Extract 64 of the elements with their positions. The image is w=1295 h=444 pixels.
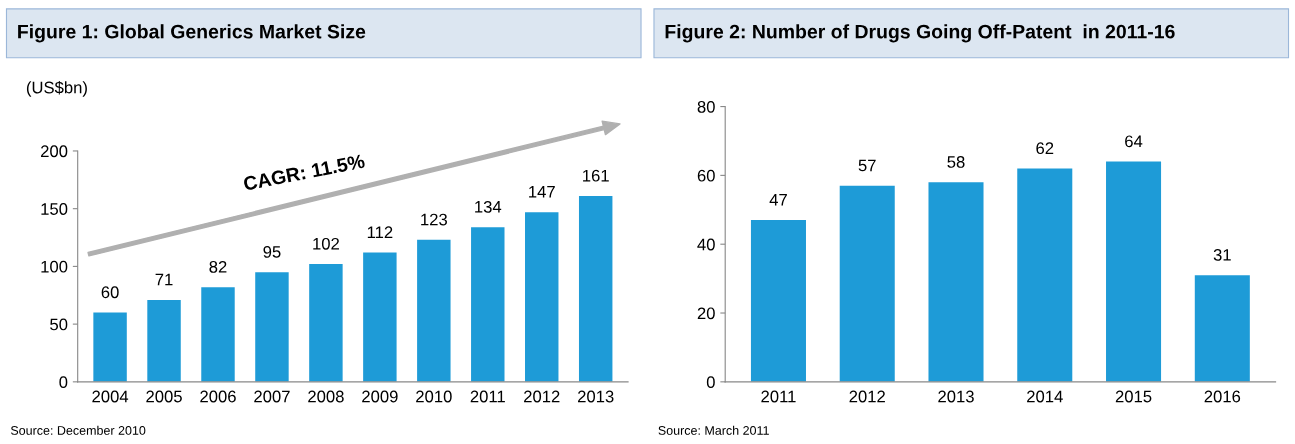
- data-label: 58: [947, 156, 965, 168]
- chart-title: Figure 1: Global Generics Market Size: [18, 24, 366, 43]
- bar: [363, 252, 397, 382]
- data-label: 82: [209, 260, 227, 273]
- bar: [255, 272, 289, 382]
- bar: [201, 287, 235, 382]
- y-tick-label: 20: [697, 307, 715, 320]
- data-label: 147: [529, 186, 555, 198]
- data-label: 123: [421, 213, 447, 226]
- data-label: 161: [583, 169, 609, 182]
- data-label: 57: [858, 159, 876, 172]
- y-tick-label: 150: [41, 203, 68, 215]
- y-tick-label: 0: [59, 376, 68, 389]
- x-tick-label: 2016: [1204, 390, 1241, 403]
- bar: [1106, 161, 1162, 382]
- x-tick-label: 2006: [200, 390, 236, 403]
- data-label: 62: [1036, 142, 1054, 155]
- data-label: 102: [313, 237, 339, 250]
- x-tick-label: 2005: [146, 390, 182, 403]
- y-tick-label: 200: [41, 145, 68, 158]
- data-label: 31: [1213, 248, 1231, 261]
- bar: [750, 220, 806, 382]
- x-tick-label: 2015: [1115, 390, 1152, 403]
- x-tick-label: 2014: [1027, 390, 1063, 403]
- data-label: 60: [101, 286, 119, 299]
- data-label: 134: [475, 200, 502, 213]
- y-tick-label: 60: [697, 169, 715, 182]
- y-tick-label: 0: [706, 376, 715, 389]
- data-label: 95: [263, 245, 281, 258]
- x-tick-label: 2010: [416, 390, 452, 403]
- data-label: 112: [367, 226, 393, 238]
- bar: [839, 185, 895, 382]
- source-note: Source: March 2011: [658, 425, 769, 435]
- bar: [525, 212, 559, 382]
- y-tick-label: 40: [697, 238, 715, 251]
- x-tick-label: 2013: [938, 390, 974, 403]
- bar: [1194, 275, 1250, 382]
- data-label: 47: [769, 194, 787, 206]
- x-tick-label: 2012: [524, 390, 560, 403]
- bar: [417, 239, 451, 382]
- x-tick-label: 2008: [308, 390, 344, 403]
- y-tick-label: 80: [697, 100, 715, 113]
- x-tick-label: 2012: [849, 390, 885, 403]
- annotation: CAGR: 11.5%: [243, 154, 366, 191]
- bar: [309, 264, 343, 382]
- x-tick-label: 2011: [761, 390, 796, 403]
- y-axis-title: (US$bn): [26, 80, 87, 97]
- x-tick-label: 2004: [92, 390, 129, 403]
- bar: [471, 227, 505, 382]
- x-tick-label: 2007: [254, 390, 290, 403]
- y-tick-label: 50: [50, 318, 68, 331]
- bar: [93, 312, 127, 382]
- source-note: Source: December 2010: [10, 425, 146, 435]
- bar: [147, 299, 181, 382]
- chart-title: Figure 2: Number of Drugs Going Off-Patent in 2011-16: [665, 24, 1175, 43]
- y-tick-label: 100: [41, 260, 68, 273]
- x-tick-label: 2013: [578, 390, 614, 403]
- bar: [1017, 168, 1073, 382]
- bar: [578, 195, 613, 382]
- data-label: 71: [155, 273, 173, 286]
- bar: [928, 182, 984, 382]
- x-tick-label: 2011: [470, 390, 505, 403]
- x-tick-label: 2009: [362, 390, 398, 403]
- data-label: 64: [1125, 135, 1143, 148]
